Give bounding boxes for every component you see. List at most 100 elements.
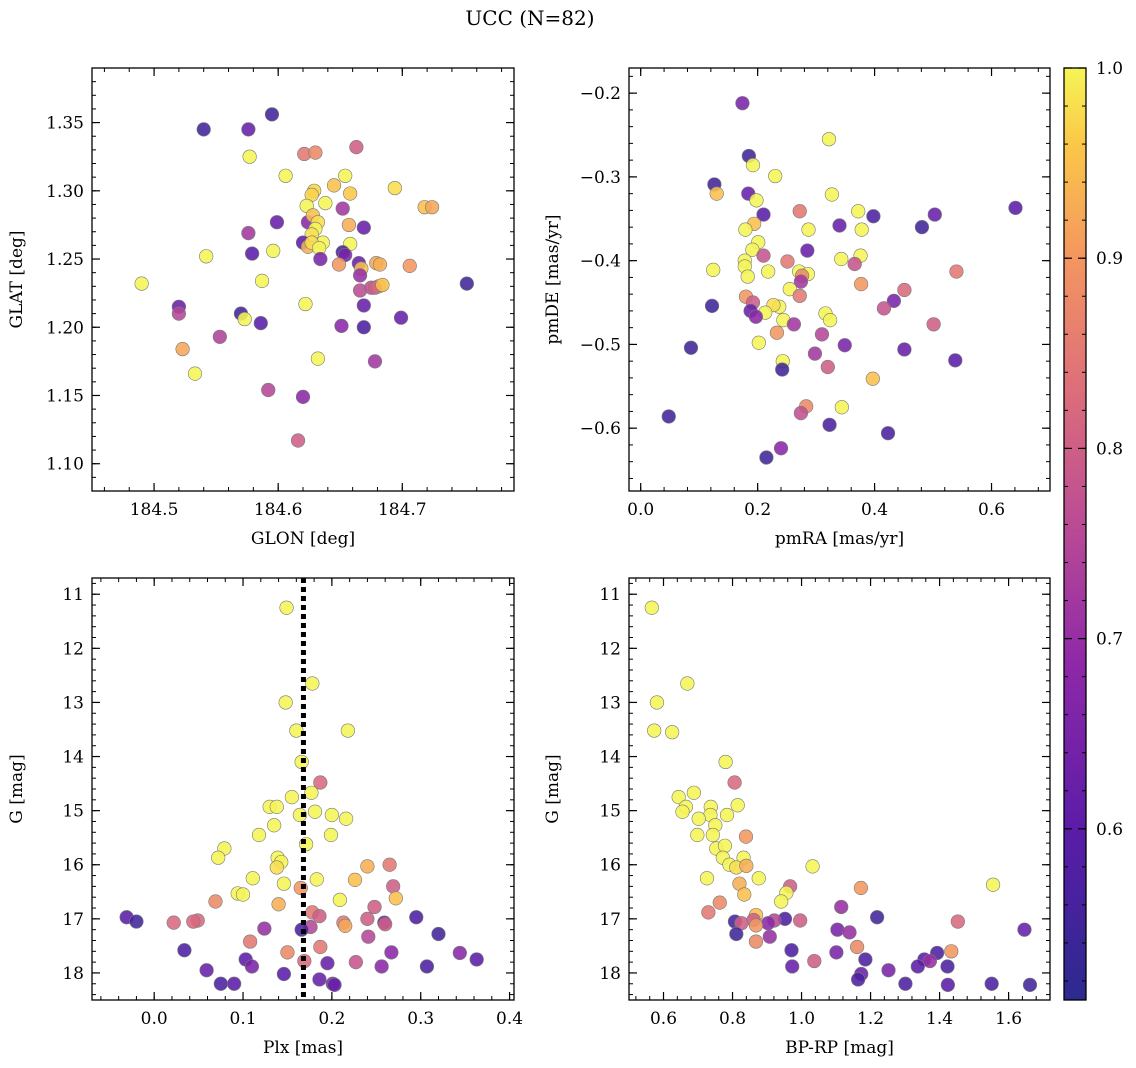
data-point <box>727 775 742 790</box>
colorbar-gradient <box>1063 67 1087 1001</box>
data-point <box>312 972 327 987</box>
data-point <box>775 362 790 377</box>
data-point <box>876 301 892 316</box>
data-point <box>690 827 705 843</box>
data-point <box>675 804 690 819</box>
data-point <box>269 799 284 814</box>
x-tick-label: 0.8 <box>719 1009 746 1029</box>
data-point <box>387 180 402 196</box>
data-point <box>897 282 912 298</box>
colorbar-tick-label: 0.6 <box>1096 820 1123 840</box>
data-point <box>814 327 830 342</box>
y-tick-label: 13 <box>599 693 621 713</box>
data-point <box>680 676 695 691</box>
data-point <box>375 277 390 293</box>
data-point <box>849 939 865 955</box>
y-tick-label: −0.4 <box>580 252 621 272</box>
data-point <box>278 695 293 710</box>
data-point <box>762 929 777 944</box>
data-point <box>469 952 484 967</box>
data-point <box>323 827 339 843</box>
x-tick-label: 1.2 <box>857 1009 884 1029</box>
data-point <box>289 723 304 738</box>
data-point <box>318 195 333 211</box>
data-point <box>950 914 965 929</box>
data-point <box>829 945 844 960</box>
data-point <box>683 340 699 355</box>
y-axis-label: pmDE [mas/yr] <box>543 214 563 344</box>
data-point <box>199 963 214 978</box>
data-point <box>340 723 355 738</box>
data-point <box>1017 922 1032 937</box>
data-point <box>402 258 417 273</box>
data-point <box>242 149 257 164</box>
data-point <box>367 354 383 369</box>
data-point <box>718 754 733 770</box>
data-point <box>257 921 272 936</box>
data-point <box>378 917 393 932</box>
data-point <box>740 269 755 284</box>
data-point <box>984 976 999 991</box>
data-point <box>926 317 941 332</box>
panel-glon-glat: 184.5 184.6 184.7 1.10 1.15 1.20 1.25 1.30 1.35 G… <box>7 67 515 549</box>
data-point <box>186 914 201 929</box>
y-tick-label: −0.2 <box>580 84 621 104</box>
x-tick-label: 1.6 <box>995 1009 1022 1029</box>
data-point <box>166 915 181 930</box>
data-point <box>338 168 353 183</box>
data-point <box>910 959 925 974</box>
data-point <box>284 790 299 805</box>
data-point <box>271 897 286 912</box>
data-point <box>830 922 845 937</box>
data-point <box>735 96 750 111</box>
data-point <box>756 248 771 263</box>
data-point <box>665 725 680 740</box>
data-point <box>213 976 228 991</box>
axes-frame <box>91 67 515 492</box>
data-point <box>822 417 837 432</box>
data-point <box>774 894 789 909</box>
data-point <box>253 316 268 331</box>
data-point <box>847 256 862 272</box>
data-point <box>276 966 292 982</box>
data-point <box>384 945 399 960</box>
colorbar-tick-label: 0.7 <box>1096 630 1123 650</box>
data-point <box>834 400 849 415</box>
y-tick-label: 15 <box>62 802 84 822</box>
data-point <box>267 818 282 833</box>
data-point <box>691 811 706 826</box>
data-point <box>807 953 822 969</box>
data-point <box>241 226 256 241</box>
data-point <box>393 310 409 325</box>
x-tick-label: 0.1 <box>230 1009 257 1029</box>
data-point <box>278 168 293 183</box>
y-tick-label: 1.25 <box>46 250 84 270</box>
data-point <box>313 775 328 790</box>
points-group <box>644 600 1038 992</box>
data-point <box>175 341 190 357</box>
data-point <box>705 827 720 843</box>
data-point <box>348 955 363 970</box>
data-point <box>751 871 766 886</box>
x-tick-label: 0.2 <box>744 500 771 520</box>
data-point <box>341 217 357 233</box>
data-point <box>382 857 397 872</box>
data-point <box>898 976 913 991</box>
data-point <box>866 209 881 224</box>
data-point <box>751 335 766 350</box>
colorbar: 0.6 0.7 0.8 0.9 1.0 <box>1063 59 1123 1001</box>
data-point <box>266 243 281 258</box>
data-point <box>388 891 403 906</box>
data-point <box>313 251 328 267</box>
data-point <box>886 293 901 308</box>
data-point <box>649 695 665 710</box>
x-axis-label: pmRA [mas/yr] <box>775 529 904 549</box>
data-point <box>948 353 963 368</box>
data-point <box>854 222 869 237</box>
x-tick-label: 1.4 <box>926 1009 953 1029</box>
data-point <box>171 306 186 321</box>
data-point <box>768 168 783 184</box>
data-point <box>312 909 327 924</box>
data-point <box>661 409 676 424</box>
data-point <box>431 926 446 942</box>
